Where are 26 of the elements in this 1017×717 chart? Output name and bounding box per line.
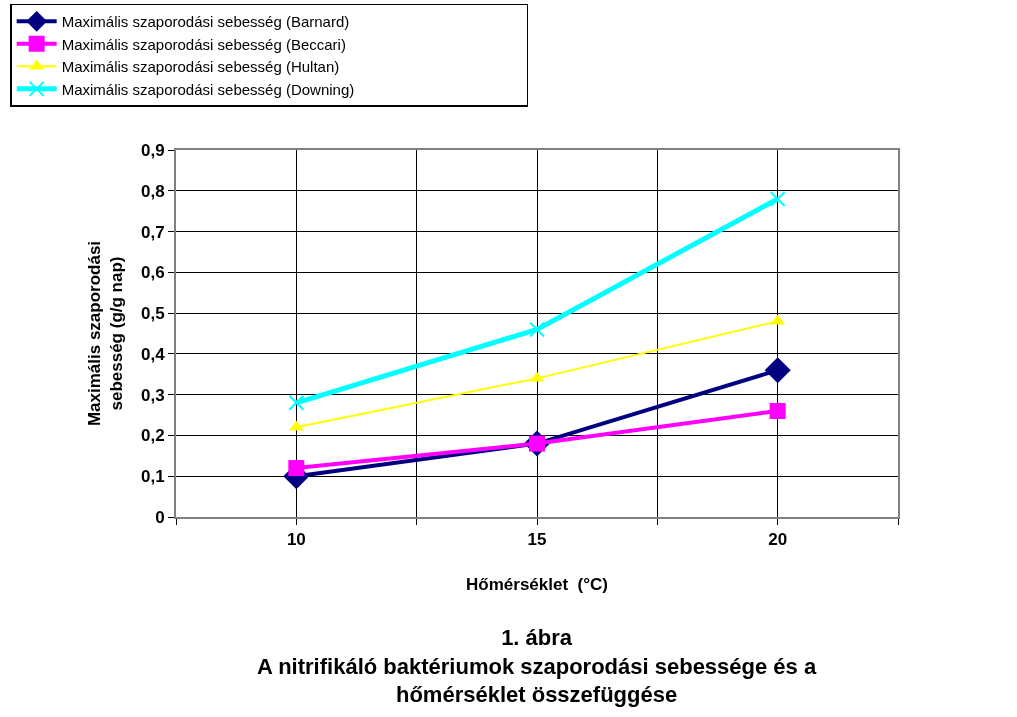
- x-tick-label: 20: [768, 530, 788, 550]
- legend-label: Maximális szaporodási sebesség (Beccari): [61, 35, 346, 53]
- legend-label: Maximális szaporodási sebesség (Barnard): [61, 13, 350, 31]
- y-tick-label: 0,6: [140, 263, 165, 283]
- x-tick-label: 10: [286, 530, 306, 550]
- point: [288, 460, 305, 477]
- y-tick-label: 0,7: [140, 222, 165, 242]
- y-tick-label: 0,3: [140, 385, 165, 405]
- y-tick-label: 0,5: [140, 304, 165, 324]
- y-tick-label: 0,9: [140, 140, 165, 160]
- point: [764, 357, 791, 384]
- legend-label: Maximális szaporodási sebesség (Hultan): [61, 58, 340, 76]
- point: [529, 321, 545, 338]
- y-axis-title: Maximális szaporodási sebesség (g/g nap): [84, 240, 127, 427]
- x-tick-label: 15: [527, 530, 547, 550]
- point: [288, 394, 305, 411]
- point: [769, 402, 786, 419]
- y-tick-label: 0,1: [140, 467, 165, 487]
- legend-label: Maximális szaporodási sebesség (Downing): [61, 80, 355, 98]
- y-tick-label: 0,4: [140, 344, 166, 364]
- text: 1. ábra A nitrifikáló baktériumok szaporodási sebessége és a hőmérséklet összefüggése: [257, 625, 817, 708]
- y-tick-label: 0: [155, 507, 165, 527]
- y-tick-label: 0,2: [140, 426, 165, 446]
- y-tick-label: 0,8: [140, 181, 165, 201]
- point: [769, 190, 786, 207]
- x-axis-title: Hőmérséklet (°C): [466, 575, 608, 595]
